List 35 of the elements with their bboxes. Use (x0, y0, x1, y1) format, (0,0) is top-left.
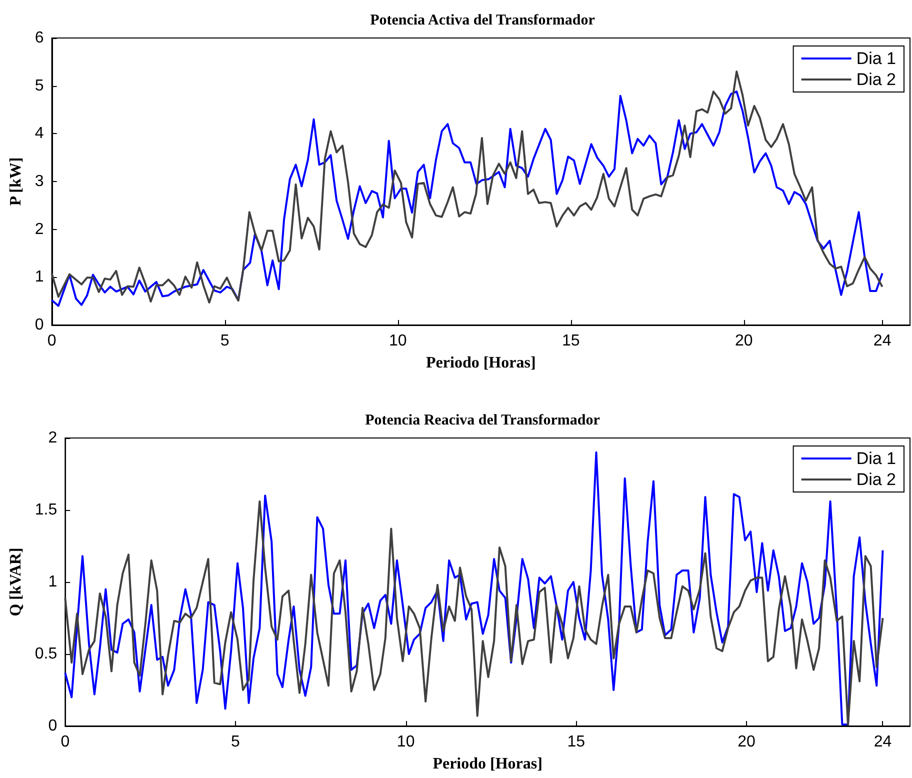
y-tick-label: 0 (48, 718, 58, 734)
x-tick-label: 10 (388, 332, 407, 350)
legend-label: Dia 1 (856, 449, 896, 468)
x-tick-label: 0 (60, 734, 70, 750)
line-series (64, 451, 884, 726)
x-tick-label: 20 (738, 734, 756, 750)
x-tick-label: 24 (873, 332, 892, 350)
chart-title: Potencia Reaciva del Transformador (365, 412, 600, 428)
y-tick-label: 4 (34, 125, 44, 142)
x-axis-title: Periodo [Horas] (426, 354, 536, 372)
y-tick-label: 0.5 (34, 646, 58, 662)
y-tick-label: 3 (34, 173, 44, 190)
x-tick-label: 15 (567, 734, 586, 750)
x-tick-label: 15 (562, 332, 580, 350)
legend-label: Dia 1 (856, 49, 896, 68)
y-tick-label: 1 (48, 574, 58, 590)
y-tick-label: 6 (34, 30, 44, 46)
y-tick-label: 5 (34, 77, 44, 94)
y-tick-label: 2 (34, 220, 44, 238)
x-tick-label: 5 (231, 734, 240, 750)
x-tick-label: 10 (396, 734, 415, 750)
y-tick-label: 0 (34, 316, 44, 334)
y-tick-label: 1.5 (34, 502, 58, 518)
x-tick-label: 20 (735, 332, 753, 350)
legend-label: Dia 2 (856, 70, 896, 89)
y-tick-label: 2 (48, 430, 58, 446)
legend-label: Dia 2 (856, 470, 896, 489)
x-tick-label: 5 (220, 332, 230, 350)
y-axis-title: P [kW] (8, 157, 24, 206)
line-series (64, 500, 884, 726)
y-tick-label: 1 (34, 268, 44, 286)
y-axis-title: Q [kVAR] (8, 548, 24, 616)
x-axis-title: Periodo [Horas] (432, 756, 542, 772)
x-tick-label: 24 (874, 734, 892, 750)
chart-title: Potencia Activa del Transformador (370, 12, 596, 28)
